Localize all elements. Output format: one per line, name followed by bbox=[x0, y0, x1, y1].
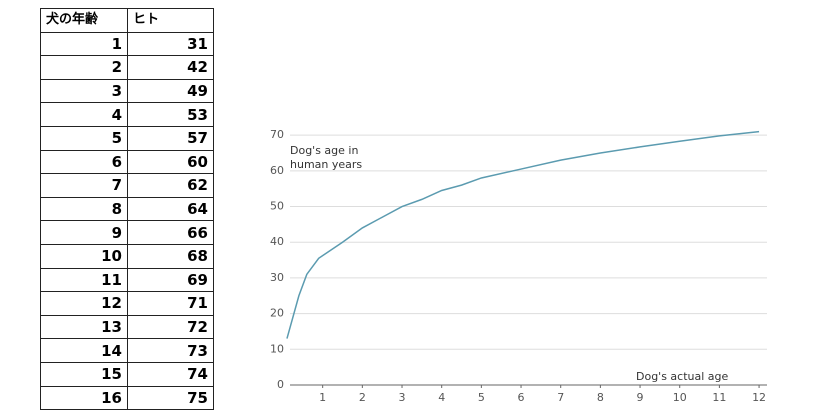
table-row: 16 75 bbox=[40, 385, 214, 411]
x-tick-label: 9 bbox=[637, 391, 644, 404]
table-cell: 16 bbox=[40, 385, 128, 411]
table-row: 犬の年齢 ヒト bbox=[40, 8, 214, 33]
x-tick-label: 5 bbox=[478, 391, 485, 404]
table-cell: 犬の年齢 bbox=[40, 8, 128, 33]
table-cell: 53 bbox=[127, 102, 214, 127]
y-axis-label: human years bbox=[290, 158, 362, 171]
table-cell: 62 bbox=[127, 173, 214, 198]
table-row: 15 74 bbox=[40, 361, 214, 387]
table-cell: 3 bbox=[40, 78, 128, 104]
table-row: 13 72 bbox=[40, 314, 214, 340]
table-cell: 73 bbox=[127, 338, 214, 363]
table-cell: 74 bbox=[127, 361, 214, 387]
y-axis-label: Dog's age in bbox=[290, 144, 358, 157]
data-line bbox=[286, 130, 760, 339]
table-cell: 11 bbox=[40, 267, 128, 293]
y-tick-label: 30 bbox=[270, 271, 284, 284]
table-row: 6 60 bbox=[40, 149, 214, 175]
table-row: 3 49 bbox=[40, 78, 214, 104]
table-cell: 60 bbox=[127, 149, 214, 175]
table-cell: 4 bbox=[40, 102, 128, 127]
x-tick-label: 4 bbox=[438, 391, 445, 404]
table-cell: 10 bbox=[40, 243, 128, 269]
x-tick-label: 1 bbox=[319, 391, 326, 404]
table-row: 12 71 bbox=[40, 291, 214, 316]
y-tick-label: 60 bbox=[270, 164, 284, 177]
x-axis-label: Dog's actual age bbox=[636, 370, 729, 383]
table-cell: 69 bbox=[127, 267, 214, 293]
x-tick-label: 11 bbox=[712, 391, 726, 404]
table-cell: 13 bbox=[40, 314, 128, 340]
y-tick-label: 20 bbox=[270, 307, 284, 320]
x-tick-label: 3 bbox=[399, 391, 406, 404]
table-cell: 15 bbox=[40, 361, 128, 387]
y-tick-label: 10 bbox=[270, 342, 284, 355]
x-tick-label: 6 bbox=[518, 391, 525, 404]
table-row: 14 73 bbox=[40, 338, 214, 363]
table-row: 10 68 bbox=[40, 243, 214, 269]
table-row: 2 42 bbox=[40, 55, 214, 80]
table-cell: 72 bbox=[127, 314, 214, 340]
table-row: 4 53 bbox=[40, 102, 214, 127]
x-tick-label: 7 bbox=[557, 391, 564, 404]
table-row: 11 69 bbox=[40, 267, 214, 293]
x-tick-label: 10 bbox=[673, 391, 687, 404]
x-tick-label: 2 bbox=[359, 391, 366, 404]
table-cell: 75 bbox=[127, 385, 214, 411]
x-tick-label: 8 bbox=[597, 391, 604, 404]
table-cell: 68 bbox=[127, 243, 214, 269]
table-cell: 49 bbox=[127, 78, 214, 104]
y-tick-label: 0 bbox=[277, 378, 284, 391]
y-tick-label: 50 bbox=[270, 200, 284, 213]
table-cell: 42 bbox=[127, 55, 214, 80]
age-table: 犬の年齢 ヒト 1 31 2 42 3 49 4 53 5 57 6 60 7 62 8 64 9 66 10 68 11 6… bbox=[40, 8, 214, 411]
table-cell: 71 bbox=[127, 291, 214, 316]
y-tick-label: 70 bbox=[270, 128, 284, 141]
x-tick-label: 12 bbox=[752, 391, 766, 404]
table-cell: 2 bbox=[40, 55, 128, 80]
table-cell: ヒト bbox=[127, 8, 214, 33]
y-tick-label: 40 bbox=[270, 235, 284, 248]
table-cell: 14 bbox=[40, 338, 128, 363]
